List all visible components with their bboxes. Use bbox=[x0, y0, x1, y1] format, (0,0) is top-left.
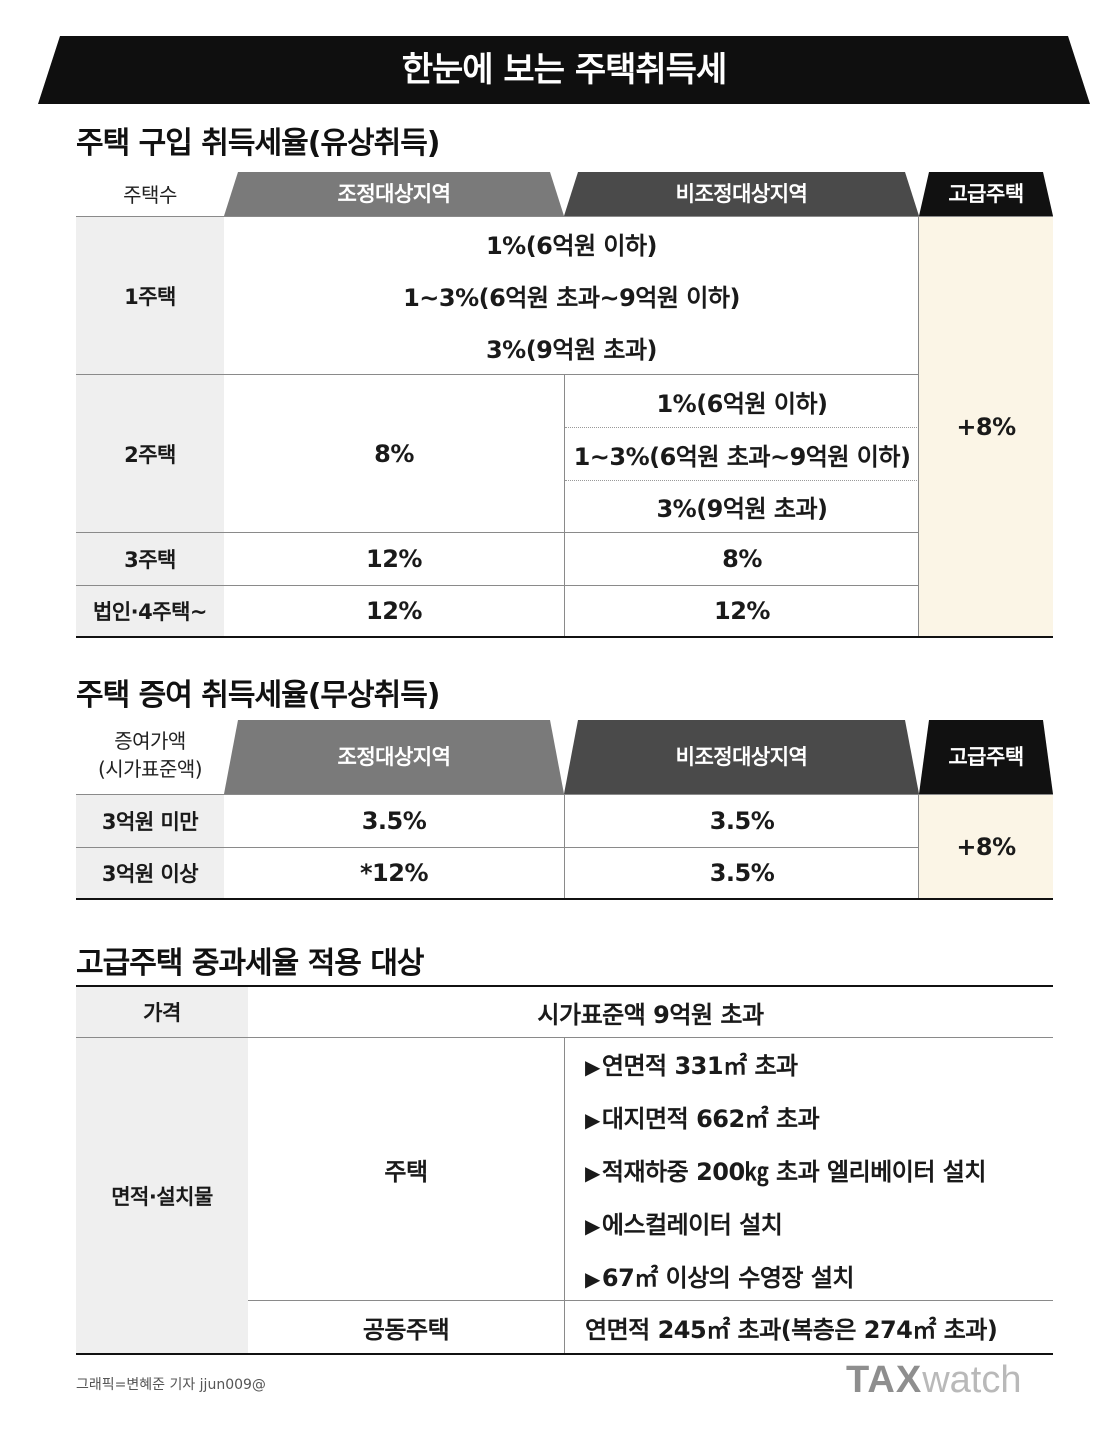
list-item: ▶적재하중 200㎏ 초과 엘리베이터 설치 bbox=[585, 1158, 986, 1186]
list-item: ▶연면적 331㎡ 초과 bbox=[585, 1052, 798, 1080]
corporate-non-adjusted-rate: 12% bbox=[714, 597, 770, 625]
house-type-label: 주택 bbox=[384, 1157, 428, 1186]
apartment-type-label: 공동주택 bbox=[362, 1315, 450, 1344]
one-house-rate-line-3: 3%(9억원 초과) bbox=[485, 335, 658, 364]
apartment-criterion: 연면적 245㎡ 초과(복층은 274㎡ 초과) bbox=[585, 1315, 998, 1344]
row-label-area-facilities: 면적·설치물 bbox=[76, 1038, 248, 1353]
house-criteria-list: ▶연면적 331㎡ 초과 ▶대지면적 662㎡ 초과 ▶적재하중 200㎏ 초과… bbox=[585, 1040, 1055, 1305]
gift-section-title: 주택 증여 취득세율(무상취득) bbox=[76, 678, 441, 713]
two-house-non-adjusted-line-2: 1~3%(6억원 초과~9억원 이하) bbox=[573, 442, 911, 471]
column-divider bbox=[918, 217, 919, 637]
bullet-icon: ▶ bbox=[585, 1108, 600, 1132]
table-rule bbox=[76, 794, 1053, 795]
column-divider bbox=[564, 375, 565, 637]
two-house-non-adjusted-line-3: 3%(9억원 초과) bbox=[656, 495, 828, 523]
two-house-non-adjusted-line-1: 1%(6억원 이하) bbox=[656, 389, 828, 418]
header-adjusted-region: 조정대상지역 bbox=[224, 172, 564, 216]
one-house-rate-line-1: 1%(6억원 이하) bbox=[485, 231, 658, 260]
table-bottom-rule bbox=[76, 898, 1053, 900]
bullet-icon: ▶ bbox=[585, 1214, 600, 1238]
row-label-corporate-4-house: 법인·4주택~ bbox=[76, 586, 224, 636]
gift-header-adjusted-region: 조정대상지역 bbox=[224, 720, 564, 794]
bullet-icon: ▶ bbox=[585, 1267, 600, 1291]
column-divider bbox=[564, 795, 565, 899]
taxwatch-logo: TAXwatch bbox=[846, 1359, 1022, 1401]
two-house-adjusted-rate: 8% bbox=[374, 439, 414, 468]
row-label-3-house: 3주택 bbox=[76, 533, 224, 585]
header-gift-amount: 증여가액 (시가표준액) bbox=[76, 727, 224, 783]
row-label-2-house: 2주택 bbox=[76, 375, 224, 532]
luxury-section-title: 고급주택 중과세율 적용 대상 bbox=[76, 946, 425, 981]
gift-under-non-adjusted-rate: 3.5% bbox=[709, 807, 775, 835]
header-gift-amount-line-1: 증여가액 bbox=[114, 729, 186, 753]
corporate-adjusted-rate: 12% bbox=[366, 597, 422, 625]
list-item: ▶67㎡ 이상의 수영장 설치 bbox=[585, 1264, 855, 1292]
luxury-surcharge-gift: +8% bbox=[919, 795, 1053, 898]
list-item: ▶에스컬레이터 설치 bbox=[585, 1211, 783, 1239]
header-non-adjusted-region: 비조정대상지역 bbox=[564, 172, 919, 216]
row-label-price: 가격 bbox=[76, 987, 248, 1037]
column-divider bbox=[564, 1038, 565, 1353]
gift-under-adjusted-rate: 3.5% bbox=[361, 807, 427, 835]
gift-over-adjusted-rate: *12% bbox=[360, 859, 429, 887]
dotted-rule bbox=[565, 427, 919, 428]
banner-background bbox=[38, 36, 1090, 104]
table-rule bbox=[76, 374, 919, 375]
column-divider bbox=[918, 795, 919, 899]
dotted-rule bbox=[565, 480, 919, 481]
list-item: ▶대지면적 662㎡ 초과 bbox=[585, 1105, 820, 1133]
table-rule bbox=[76, 1037, 1053, 1038]
page-title: 한눈에 보는 주택취득세 bbox=[401, 50, 727, 90]
header-luxury-house: 고급주택 bbox=[919, 172, 1053, 216]
table-rule bbox=[76, 216, 1053, 217]
purchase-section-title: 주택 구입 취득세율(유상취득) bbox=[76, 126, 441, 161]
header-house-count: 주택수 bbox=[123, 183, 177, 207]
three-house-non-adjusted-rate: 8% bbox=[722, 545, 762, 573]
price-criterion: 시가표준액 9억원 초과 bbox=[537, 1000, 764, 1029]
gift-header-non-adjusted-region: 비조정대상지역 bbox=[564, 720, 919, 794]
header-gift-amount-line-2: (시가표준액) bbox=[97, 757, 203, 781]
row-label-under-300m: 3억원 미만 bbox=[76, 795, 224, 847]
table-rule bbox=[76, 532, 919, 533]
table-top-rule bbox=[76, 985, 1053, 987]
table-bottom-rule bbox=[76, 636, 1053, 638]
table-rule bbox=[76, 847, 919, 848]
gift-over-non-adjusted-rate: 3.5% bbox=[709, 859, 775, 887]
graphic-credit: 그래픽=변혜준 기자 jjun009@ bbox=[76, 1377, 266, 1393]
gift-header-luxury-house: 고급주택 bbox=[919, 720, 1053, 794]
table-rule bbox=[76, 585, 919, 586]
row-label-over-300m: 3억원 이상 bbox=[76, 848, 224, 898]
table-bottom-rule bbox=[76, 1353, 1053, 1355]
table-rule bbox=[248, 1300, 1053, 1301]
one-house-rate-line-2: 1~3%(6억원 초과~9억원 이하) bbox=[403, 283, 740, 312]
three-house-adjusted-rate: 12% bbox=[366, 545, 422, 573]
bullet-icon: ▶ bbox=[585, 1161, 600, 1185]
bullet-icon: ▶ bbox=[585, 1055, 600, 1079]
luxury-surcharge-purchase: +8% bbox=[919, 217, 1053, 636]
row-label-1-house: 1주택 bbox=[76, 217, 224, 374]
banner: 한눈에 보는 주택취득세 bbox=[38, 36, 1090, 104]
